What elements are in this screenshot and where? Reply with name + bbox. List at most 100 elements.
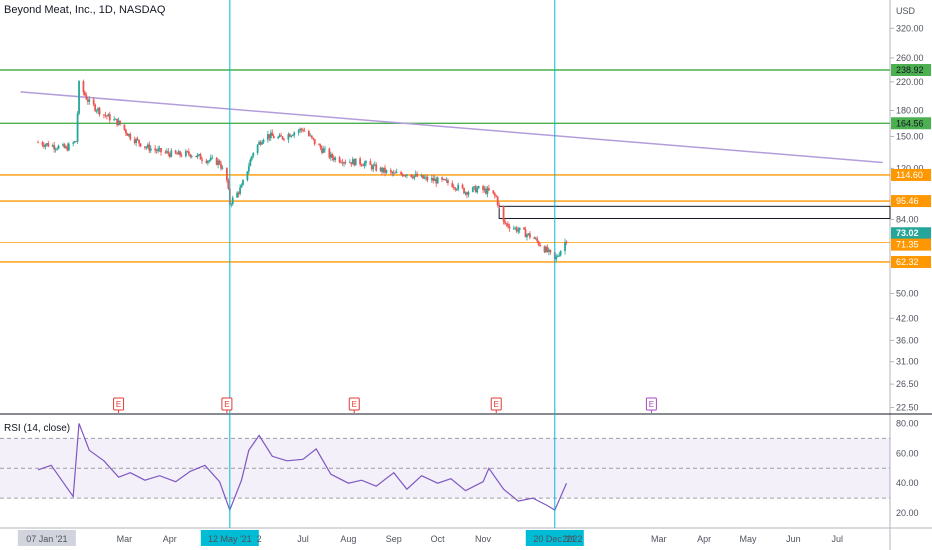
- price-label[interactable]: 73.02: [891, 227, 931, 240]
- candle-body: [256, 144, 259, 153]
- candle-body: [220, 164, 222, 169]
- candle-body: [498, 204, 501, 207]
- candle-body: [514, 227, 517, 229]
- candle-body: [104, 114, 107, 116]
- candle-body: [187, 151, 190, 155]
- candle-body: [365, 161, 367, 164]
- candle-body: [218, 160, 221, 165]
- candle-body: [369, 161, 372, 165]
- candle-body: [123, 124, 126, 130]
- candle-body: [410, 174, 413, 178]
- candle-body: [400, 172, 402, 174]
- candle-body: [239, 187, 241, 194]
- candle-body: [485, 188, 487, 194]
- candle-body: [129, 133, 132, 140]
- price-tick-label: 180.00: [896, 105, 924, 115]
- price-label[interactable]: 62.32: [891, 255, 931, 268]
- candle-body: [72, 142, 75, 144]
- candle-body: [483, 188, 486, 191]
- candle-body: [444, 179, 446, 181]
- candle-body: [370, 164, 373, 170]
- candle-body: [404, 175, 407, 177]
- candle-body: [537, 241, 540, 246]
- candle-body: [170, 150, 173, 157]
- earnings-label: E: [494, 400, 499, 409]
- candle-body: [476, 188, 479, 193]
- candle-body: [529, 233, 531, 238]
- candle-body: [385, 170, 388, 173]
- price-label[interactable]: 95.46: [891, 195, 931, 208]
- candle-body: [37, 142, 39, 144]
- candle-body: [353, 159, 356, 166]
- rsi-title[interactable]: RSI (14, close): [4, 423, 71, 434]
- candle-body: [329, 154, 332, 158]
- trendline: [20, 91, 883, 164]
- candle-body: [534, 238, 537, 240]
- candle-body: [556, 256, 559, 258]
- candle-body: [310, 135, 313, 138]
- candle-body: [217, 160, 220, 165]
- symbol-title[interactable]: Beyond Meat, Inc., 1D, NASDAQ: [4, 4, 166, 16]
- rsi-panel: 80.00 60.00 40.00 20.00: [0, 418, 919, 518]
- price-axis[interactable]: 320.00 260.00 220.00 180.00 150.00 120.00 84.0…: [890, 6, 931, 413]
- candle-body: [246, 171, 249, 181]
- candle-body: [196, 154, 199, 158]
- candle-body: [309, 135, 312, 137]
- price-label[interactable]: 71.35: [891, 238, 931, 251]
- price-label-bg: [891, 238, 931, 251]
- candle-body: [250, 156, 253, 160]
- candle-body: [105, 115, 108, 117]
- candle-body: [512, 228, 515, 230]
- candle-body: [559, 250, 562, 256]
- candle-body: [261, 142, 263, 145]
- time-tick-label: 20 Dec '21: [533, 534, 576, 544]
- candle-body: [179, 151, 181, 156]
- earnings-marker[interactable]: E: [348, 397, 360, 413]
- candle-body: [242, 180, 244, 185]
- candle-body: [420, 175, 423, 177]
- time-tick-label: Apr: [697, 534, 711, 544]
- candle-body: [504, 221, 506, 224]
- candle-body: [549, 249, 552, 253]
- time-tick-label: Jul: [832, 534, 844, 544]
- time-tick-label: Nov: [475, 534, 492, 544]
- candle-body: [524, 229, 527, 238]
- candle-body: [373, 164, 376, 166]
- candle-body: [517, 230, 520, 232]
- candle-body: [454, 187, 457, 190]
- candle-body: [266, 134, 269, 140]
- time-tick-label: Oct: [431, 534, 446, 544]
- candle-body: [414, 173, 417, 176]
- candle-body: [486, 188, 489, 194]
- price-label-text: 114.60: [896, 170, 923, 180]
- price-label[interactable]: 164.56: [891, 117, 931, 130]
- candle-body: [98, 108, 101, 115]
- candle-body: [215, 157, 218, 165]
- candle-body: [382, 167, 385, 173]
- price-label[interactable]: 238.92: [891, 64, 931, 77]
- candle-body: [461, 184, 464, 189]
- price-label-bg: [891, 168, 931, 181]
- price-label[interactable]: 114.60: [891, 168, 931, 181]
- candle-body: [508, 226, 511, 229]
- candle-body: [268, 134, 271, 139]
- candle-body: [211, 157, 214, 159]
- candle-body: [133, 139, 136, 144]
- candle-body: [340, 162, 342, 163]
- earnings-marker[interactable]: E: [645, 397, 657, 413]
- candle-body: [283, 138, 285, 140]
- earnings-marker[interactable]: E: [221, 397, 233, 413]
- earnings-marker[interactable]: E: [113, 397, 125, 413]
- candle-body: [57, 145, 60, 149]
- candle-body: [230, 203, 233, 205]
- candle-body: [362, 165, 364, 167]
- candle-body: [464, 192, 467, 194]
- candle-body: [322, 149, 325, 153]
- candle-body: [67, 143, 70, 151]
- candle-body: [145, 147, 148, 149]
- time-tick-label: 2: [257, 534, 262, 544]
- time-axis[interactable]: 07 Jan '21 Mar Apr 12 May '21 2 Jul Aug Sep Oct N…: [17, 530, 844, 546]
- earnings-marker[interactable]: E: [490, 397, 502, 413]
